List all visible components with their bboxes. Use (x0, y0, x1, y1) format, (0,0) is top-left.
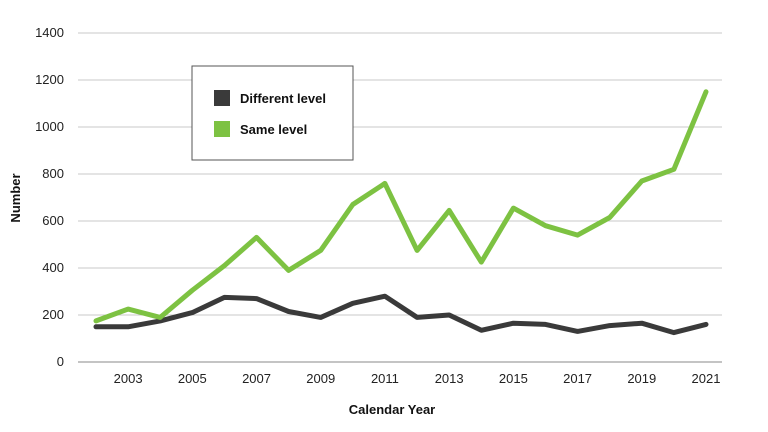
y-tick-label-400: 400 (42, 260, 64, 275)
y-axis-ticks: 0 200 400 600 800 1000 1200 1400 (35, 25, 64, 369)
x-axis-title: Calendar Year (349, 402, 435, 417)
legend-label-same-level: Same level (240, 122, 307, 137)
x-axis-ticks: 2003 2005 2007 2009 2011 2013 2015 2017 2019 2021 (114, 371, 721, 386)
legend-swatch-same-level (214, 121, 230, 137)
x-tick-label-2011: 2011 (371, 371, 399, 386)
y-tick-label-600: 600 (42, 213, 64, 228)
series-line-different-level (93, 293, 709, 336)
legend-box (191, 65, 354, 161)
x-tick-label-2009: 2009 (306, 371, 335, 386)
series-line-same-level (93, 89, 709, 324)
x-tick-label-2015: 2015 (499, 371, 528, 386)
x-tick-label-2003: 2003 (114, 371, 143, 386)
x-tick-label-2005: 2005 (178, 371, 207, 386)
x-tick-label-2017: 2017 (563, 371, 592, 386)
legend: Different level Same level (191, 65, 354, 161)
y-tick-label-1400: 1400 (35, 25, 64, 40)
y-tick-label-1000: 1000 (35, 119, 64, 134)
x-tick-label-2021: 2021 (692, 371, 721, 386)
y-tick-label-0: 0 (57, 354, 64, 369)
y-tick-label-200: 200 (42, 307, 64, 322)
x-tick-label-2013: 2013 (435, 371, 464, 386)
x-tick-label-2007: 2007 (242, 371, 271, 386)
y-axis-title: Number (8, 173, 23, 222)
x-tick-label-2019: 2019 (627, 371, 656, 386)
y-tick-label-800: 800 (42, 166, 64, 181)
legend-label-different-level: Different level (240, 91, 326, 106)
y-tick-label-1200: 1200 (35, 72, 64, 87)
series-lines (93, 89, 709, 336)
legend-swatch-different-level (214, 90, 230, 106)
